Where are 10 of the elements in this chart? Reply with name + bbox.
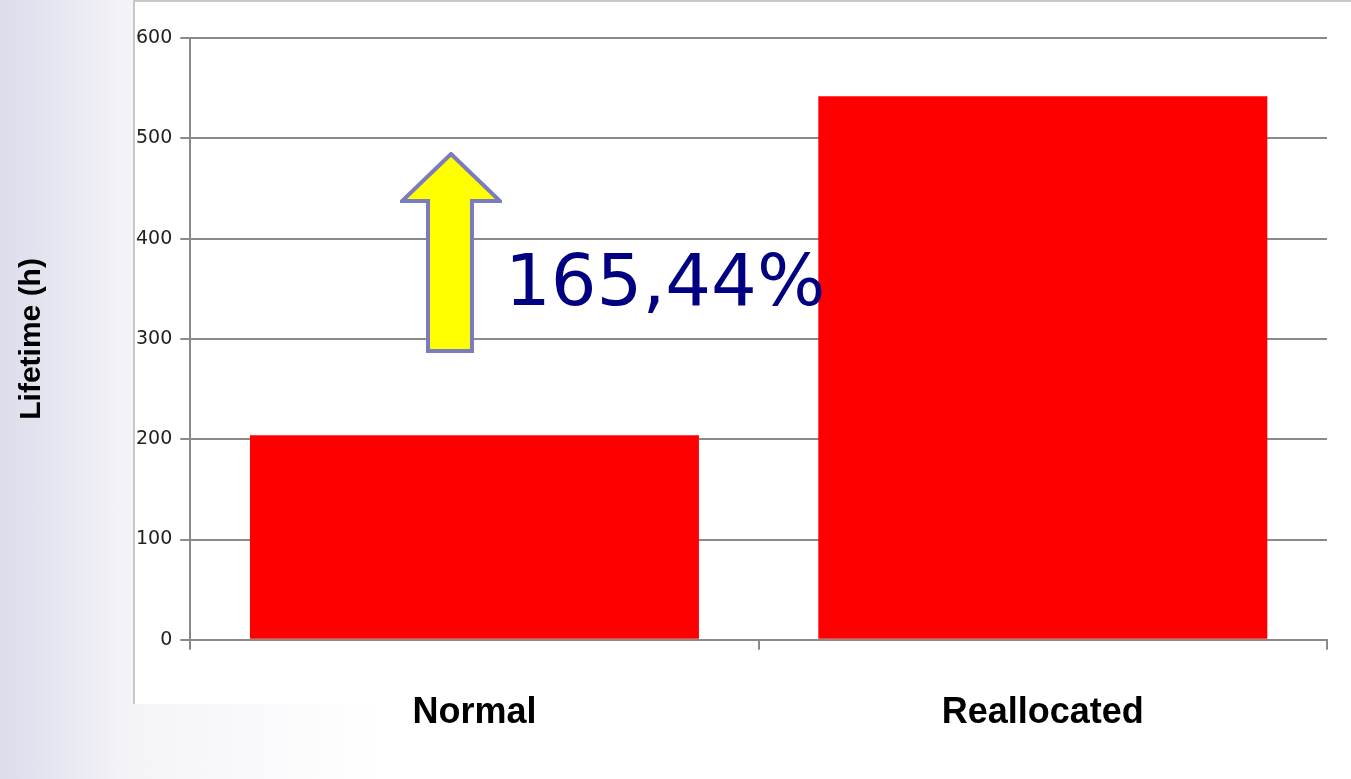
y-tick-label: 400 xyxy=(136,225,173,248)
y-tick-label: 600 xyxy=(136,24,173,47)
y-tick-label: 100 xyxy=(136,526,173,549)
y-tick-label: 200 xyxy=(136,426,173,449)
x-tick-label: Normal xyxy=(412,690,537,732)
y-tick-label: 500 xyxy=(136,125,173,148)
y-tick-label: 300 xyxy=(136,325,173,348)
x-tick-label: Reallocated xyxy=(941,690,1144,732)
y-axis-title: Lifetime (h) xyxy=(13,258,47,420)
y-tick-label: 0 xyxy=(160,626,173,649)
